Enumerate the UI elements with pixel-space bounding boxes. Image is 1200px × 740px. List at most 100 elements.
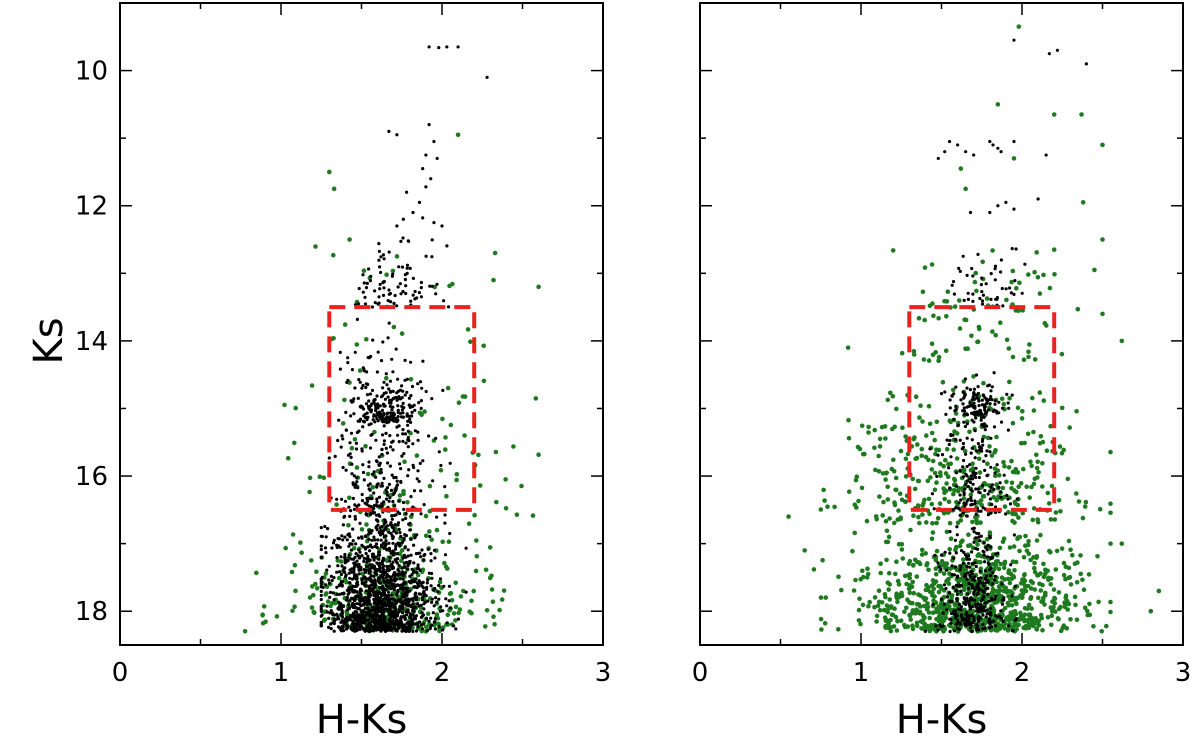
cluster-star-point xyxy=(430,255,434,259)
cluster-star-point xyxy=(358,521,362,526)
cluster-star-point xyxy=(391,439,395,443)
cluster-star-point xyxy=(353,628,357,632)
cluster-star-point xyxy=(993,597,997,601)
cluster-star-point xyxy=(1020,291,1024,295)
cluster-star-point xyxy=(346,453,351,457)
cluster-star-point xyxy=(437,583,441,588)
field-star-point xyxy=(481,343,487,349)
field-star-point xyxy=(942,489,948,494)
cluster-star-point xyxy=(369,404,373,408)
field-star-point xyxy=(1002,504,1008,509)
cluster-star-point xyxy=(968,565,972,569)
cluster-star-point xyxy=(391,541,395,545)
cluster-star-point xyxy=(365,557,369,561)
field-star-point xyxy=(309,605,315,610)
cluster-star-point xyxy=(406,239,410,243)
cluster-star-point xyxy=(344,598,348,602)
cluster-star-point xyxy=(948,617,952,621)
cluster-star-point xyxy=(365,624,370,628)
field-star-point xyxy=(536,284,541,290)
cluster-star-point xyxy=(981,443,985,447)
field-star-point xyxy=(1063,564,1069,570)
cluster-star-point xyxy=(979,599,983,603)
cluster-star-point xyxy=(344,410,348,414)
cluster-star-point xyxy=(358,602,362,606)
field-star-point xyxy=(858,577,863,582)
cluster-star-point xyxy=(982,459,986,463)
cluster-star-point xyxy=(398,607,402,611)
cluster-star-point xyxy=(989,566,993,570)
cluster-star-point xyxy=(991,143,995,147)
field-star-point xyxy=(1059,405,1065,411)
field-star-point xyxy=(1048,582,1053,587)
cluster-star-point xyxy=(464,590,468,594)
cluster-star-point xyxy=(430,571,434,576)
field-star-point xyxy=(442,560,447,566)
cluster-star-point xyxy=(386,299,390,303)
cluster-star-point xyxy=(378,581,383,585)
cluster-star-point xyxy=(962,493,966,497)
field-star-point xyxy=(958,518,964,523)
cluster-star-point xyxy=(974,449,979,453)
cluster-star-point xyxy=(993,574,997,578)
cluster-star-point xyxy=(945,595,950,599)
cluster-star-point xyxy=(327,616,331,621)
cluster-star-point xyxy=(974,373,979,377)
cluster-star-point xyxy=(957,507,961,511)
field-star-point xyxy=(997,588,1002,593)
cluster-star-point xyxy=(348,599,352,603)
cluster-star-point xyxy=(965,557,969,561)
cluster-star-point xyxy=(962,501,966,505)
cluster-star-point xyxy=(408,615,412,619)
cluster-star-point xyxy=(994,594,998,599)
cluster-star-point xyxy=(397,527,401,532)
field-star-point xyxy=(1096,599,1101,605)
cluster-star-point xyxy=(978,411,982,415)
field-star-point xyxy=(530,513,536,518)
field-star-point xyxy=(1002,463,1007,469)
field-star-point xyxy=(397,493,403,498)
cluster-star-point xyxy=(971,605,975,609)
cluster-star-point xyxy=(369,615,373,619)
field-star-point xyxy=(859,423,865,429)
field-star-point xyxy=(898,618,904,623)
cluster-star-point xyxy=(382,522,386,526)
cluster-star-point xyxy=(361,419,365,423)
field-star-point xyxy=(887,582,892,587)
cluster-star-point xyxy=(374,542,379,546)
field-star-point xyxy=(846,489,852,495)
cluster-star-point xyxy=(388,585,392,589)
cluster-star-point xyxy=(394,531,398,535)
cluster-star-point xyxy=(361,366,365,370)
cluster-star-point xyxy=(955,471,959,475)
field-star-point xyxy=(883,539,889,545)
cluster-star-point xyxy=(417,584,421,588)
field-star-point xyxy=(941,463,946,469)
cluster-star-point xyxy=(957,627,962,632)
cluster-star-point xyxy=(973,456,977,460)
cluster-star-point xyxy=(406,423,410,427)
cluster-star-point xyxy=(366,404,371,408)
field-star-point xyxy=(822,621,828,626)
field-star-point xyxy=(919,453,924,459)
cluster-star-point xyxy=(428,626,432,630)
field-star-point xyxy=(1005,626,1011,632)
field-star-point xyxy=(1000,612,1005,618)
field-star-point xyxy=(414,453,420,458)
cluster-star-point xyxy=(975,593,979,597)
cluster-star-point xyxy=(330,578,334,583)
cluster-star-point xyxy=(961,445,966,449)
cluster-star-point xyxy=(990,385,994,389)
cluster-star-point xyxy=(324,535,328,539)
cluster-star-point xyxy=(363,575,367,579)
cluster-star-point xyxy=(985,574,989,578)
cluster-star-point xyxy=(351,613,355,617)
field-star-point xyxy=(1063,593,1069,598)
field-star-point xyxy=(916,478,922,484)
field-star-point xyxy=(958,539,964,545)
cluster-star-point xyxy=(326,527,330,531)
cluster-star-point xyxy=(988,489,992,493)
cluster-star-point xyxy=(372,618,376,622)
field-star-point xyxy=(447,591,453,597)
cluster-star-point xyxy=(970,629,974,634)
